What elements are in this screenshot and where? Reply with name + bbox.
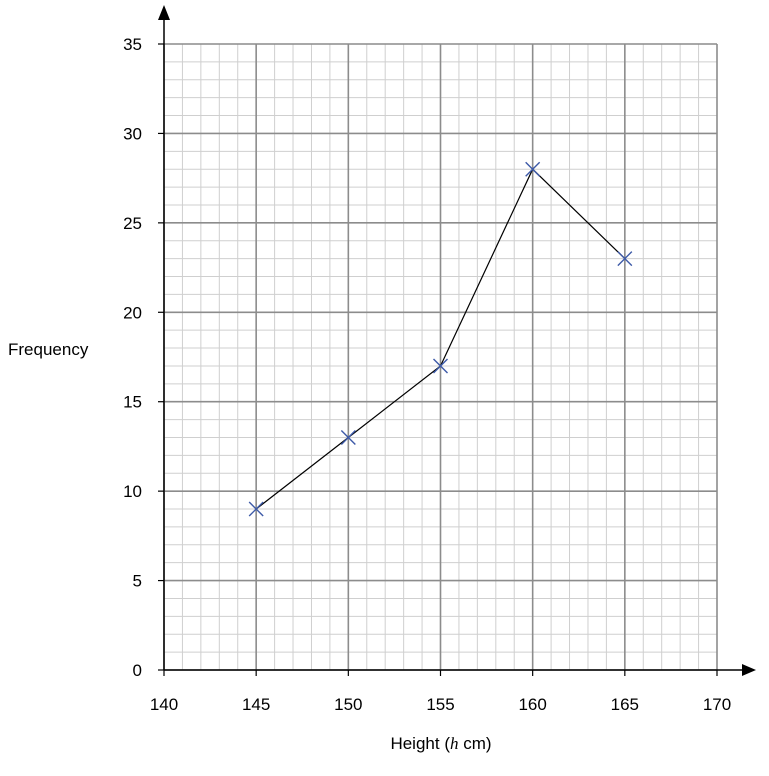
x-axis-title: Height (h cm): [390, 734, 491, 753]
data-point-cross: [525, 161, 541, 177]
y-tick-label: 15: [123, 393, 142, 412]
y-tick-label: 5: [133, 572, 142, 591]
data-point-cross: [617, 251, 633, 267]
axes: [158, 5, 756, 676]
x-axis-title-variable: h: [450, 734, 459, 753]
cross-stroke: [248, 501, 264, 517]
x-axis-title-suffix: cm): [458, 734, 491, 753]
y-axis-arrow: [158, 5, 170, 20]
y-axis-title: Frequency: [8, 340, 89, 359]
y-tick-labels: 0 5 10 15 20 25 30 35: [123, 35, 142, 680]
x-axis-title-prefix: Height (: [390, 734, 450, 753]
x-tick-label: 155: [426, 695, 454, 714]
series-markers: [248, 161, 633, 517]
x-tick-label: 165: [611, 695, 639, 714]
y-tick-label: 20: [123, 303, 142, 322]
x-tick-label: 145: [242, 695, 270, 714]
y-tick-label: 35: [123, 35, 142, 54]
major-grid: [163, 43, 718, 671]
x-tick-label: 140: [150, 695, 178, 714]
x-tick-label: 170: [703, 695, 731, 714]
cross-stroke: [617, 251, 633, 267]
x-tick-label: 150: [334, 695, 362, 714]
x-tick-label: 160: [518, 695, 546, 714]
cross-stroke: [340, 429, 356, 445]
cross-stroke: [525, 161, 541, 177]
y-tick-label: 25: [123, 214, 142, 233]
data-point-cross: [340, 429, 356, 445]
y-tick-label: 10: [123, 482, 142, 501]
x-tick-labels: 140 145 150 155 160 165 170: [150, 695, 731, 714]
data-point-cross: [433, 358, 448, 374]
x-axis-arrow: [742, 664, 756, 676]
cross-stroke: [433, 358, 448, 374]
y-tick-label: 0: [133, 661, 142, 680]
data-point-cross: [248, 501, 264, 517]
y-tick-label: 30: [123, 124, 142, 143]
